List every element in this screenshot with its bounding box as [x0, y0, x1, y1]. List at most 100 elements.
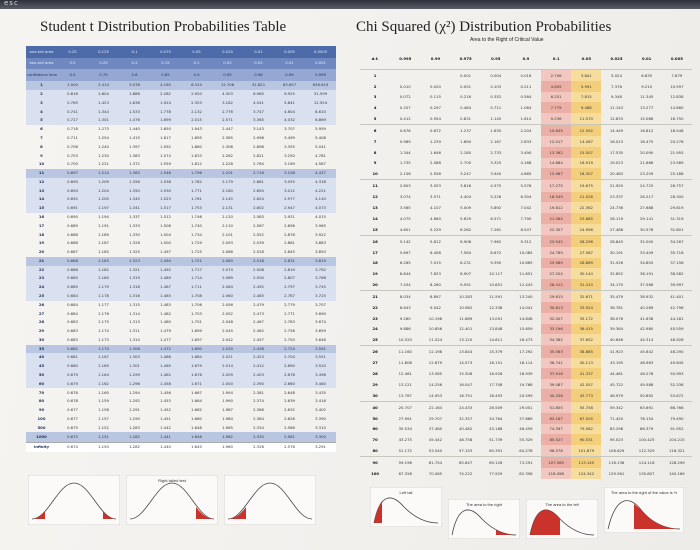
t-table-row: 45 0.680 1.165 1.301 1.465 1.679 2.014 2.412 2.6…: [26, 362, 336, 371]
t-value-cell: 3.250: [284, 152, 295, 158]
chi-value-cell: 20.707: [398, 404, 412, 410]
t-value-cell: 3.725: [305, 291, 336, 301]
chi-df-cell: 40: [372, 404, 378, 410]
chi-value-cell: 10.117: [489, 271, 503, 276]
chi-value-cell: 26.119: [609, 215, 624, 221]
t-value-cell: 1.221: [98, 161, 109, 167]
chi-value-cell: 13.120: [450, 334, 481, 347]
chi-value-cell: 51.172: [390, 444, 421, 458]
chi-curve-panel-right: The area to the right: [448, 499, 520, 539]
t-value-cell: 1.574: [160, 152, 171, 158]
chi-value-cell: 36.741: [541, 357, 572, 369]
chi-value-cell: 74.397: [541, 423, 572, 435]
chi-table-row: 27 11.808 12.879 14.573 16.151 18.114 36.741 40…: [360, 357, 692, 369]
t-value-cell: 1.283: [129, 424, 140, 430]
t-value-cell: 1.282: [119, 441, 150, 452]
t-value-cell: 1.350: [119, 186, 150, 196]
chi-df-cell: 24: [372, 326, 378, 332]
chi-value-cell: 10.196: [428, 315, 443, 321]
t-header-cell: 0.99: [274, 69, 305, 82]
chi-value-cell: 30.578: [631, 223, 662, 236]
chi-value-cell: 40.482: [458, 426, 473, 432]
chi-table-row: 15 4.601 5.229 6.262 7.261 8.547 22.307 24.996 2…: [360, 223, 692, 236]
t-value-cell: 1.465: [150, 362, 181, 371]
t-value-cell: 9.925: [274, 89, 305, 99]
chi-value-cell: 39.364: [609, 326, 624, 332]
t-value-cell: 0.677: [67, 407, 78, 413]
t-value-cell: 1.209: [88, 177, 119, 187]
chi-value-cell: 41.337: [571, 368, 602, 379]
t-value-cell: 1.214: [88, 168, 119, 178]
chi-value-cell: 13.240: [519, 294, 533, 300]
chi-value-cell: 95.023: [609, 436, 624, 442]
chi-value-cell: 18.548: [670, 128, 684, 134]
t-value-cell: 2.567: [253, 222, 264, 228]
chi-df-cell: 16: [372, 238, 378, 244]
chi-value-cell: 13.277: [639, 105, 654, 111]
t-value-cell: 2.626: [284, 415, 295, 421]
t-table-row: 100 0.677 1.157 1.290 1.451 1.660 1.984 2.364 2.…: [26, 415, 336, 424]
chi-table-row: 4 0.207 0.297 0.484 0.711 1.064 7.779 9.488 11.1…: [360, 102, 692, 113]
chi-value-cell: 5.812: [429, 238, 441, 244]
t-value-cell: 1.162: [88, 379, 119, 389]
t-value-cell: 1.494: [150, 256, 181, 266]
t-header-cell: 0.15: [150, 57, 181, 70]
chi-value-cell: 30.144: [571, 268, 602, 279]
t-value-cell: 3.355: [284, 143, 295, 149]
chi-value-cell: 10.283: [458, 294, 473, 300]
chi-half-area-curve-icon: [604, 487, 684, 533]
t-value-cell: 1.924: [150, 98, 181, 108]
chi-value-cell: 6.571: [490, 215, 502, 221]
chi-table-row: 24 9.886 10.856 12.401 13.848 15.659 33.196 36.…: [360, 323, 692, 335]
t-value-cell: 0.695: [57, 177, 88, 187]
t-value-cell: 2.009: [212, 370, 243, 380]
t-value-cell: 1.708: [181, 291, 212, 301]
t-value-cell: 2.179: [212, 177, 243, 187]
t-value-cell: 2.571: [212, 116, 243, 126]
chi-value-cell: 42.980: [639, 326, 654, 332]
t-value-cell: 0.680: [57, 362, 88, 371]
t-value-cell: 2.015: [181, 116, 212, 126]
chi-value-cell: 7.015: [429, 260, 441, 266]
t-value-cell: 1.548: [150, 168, 181, 178]
t-value-cell: 1.397: [129, 143, 140, 149]
chi-value-cell: 16.047: [458, 381, 473, 387]
chi-value-cell: 44.181: [670, 315, 684, 321]
t-value-cell: 1.671: [181, 379, 212, 389]
chi-value-cell: 34.805: [639, 260, 654, 266]
t-header-cell: 0.25: [88, 57, 119, 70]
chi-value-cell: 36.191: [639, 271, 654, 276]
chi-value-cell: 3.565: [399, 205, 411, 211]
t-value-cell: 2.704: [274, 353, 305, 363]
chi-value-cell: 1.690: [460, 139, 472, 145]
chi-value-cell: 42.796: [670, 305, 684, 311]
t-value-cell: 1.152: [98, 424, 109, 430]
t-curve-panel-left-tail: [224, 475, 316, 525]
t-value-cell: 2.060: [212, 291, 243, 301]
chi-value-cell: 3.841: [571, 69, 602, 81]
t-value-cell: 1.833: [191, 152, 202, 158]
t-value-cell: 1.667: [191, 389, 202, 395]
chi-value-cell: 1.646: [429, 149, 441, 155]
t-value-cell: 2.364: [253, 415, 264, 421]
chi-df-cell: 20: [360, 278, 391, 292]
chi-value-cell: 27.991: [398, 415, 412, 421]
t-header-cell: 0.75: [88, 69, 119, 82]
t-value-cell: 2.262: [222, 152, 233, 158]
chi-value-cell: 3.053: [429, 183, 441, 189]
t-value-cell: 2.552: [253, 231, 264, 237]
t-value-cell: 3.435: [315, 389, 326, 395]
t-value-cell: 1.984: [222, 415, 233, 421]
t-value-cell: 0.690: [67, 213, 78, 219]
chi-df-cell: 60: [372, 426, 378, 432]
t-value-cell: 2.500: [243, 274, 274, 284]
chi-value-cell: 7.790: [520, 215, 532, 221]
chi-value-cell: 3.325: [490, 160, 502, 166]
chi-value-cell: 6.408: [429, 249, 441, 255]
t-value-cell: 1.344: [88, 107, 119, 117]
t-value-cell: 4.604: [274, 107, 305, 117]
chi-value-cell: 5.697: [399, 249, 411, 255]
chi-value-cell: 2.156: [390, 168, 421, 181]
t-value-cell: 2.120: [222, 213, 233, 219]
chi-df-cell: 10: [360, 168, 391, 181]
